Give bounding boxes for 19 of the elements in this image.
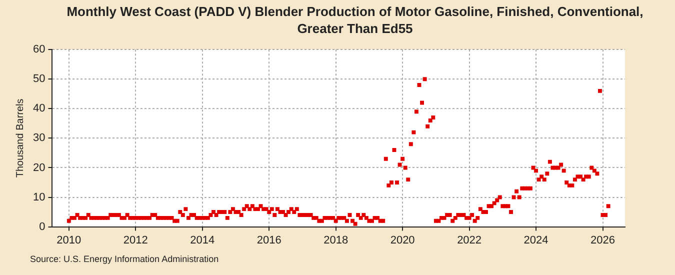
y-axis-title: Thousand Barrels <box>14 98 26 178</box>
y-tick-label: 40 <box>32 102 46 115</box>
y-tick-label: 0 <box>39 220 46 233</box>
y-tick-label: 50 <box>32 73 46 86</box>
x-tick-label: 2020 <box>390 234 415 246</box>
y-tick-label: 20 <box>32 162 46 174</box>
x-tick-label: 2016 <box>256 234 282 246</box>
chart-title: Monthly West Coast (PADD V) Blender Production of Motor Gasoline, Finished, Conventional, Greater Than Ed55 <box>66 3 644 37</box>
y-tick-label: 60 <box>32 44 46 56</box>
x-tick-label: 2018 <box>324 234 348 246</box>
source-note: Source: U.S. Energy Information Administration <box>30 254 219 264</box>
x-tick-label: 2022 <box>457 234 482 246</box>
x-tick-label: 2012 <box>123 234 148 246</box>
x-tick-label: 2014 <box>190 234 215 246</box>
x-tick-label: 2010 <box>56 234 82 246</box>
y-tick-label: 30 <box>32 132 46 144</box>
y-tick-label: 10 <box>32 191 46 204</box>
x-tick-label: 2024 <box>524 234 548 246</box>
x-tick-label: 2026 <box>590 234 615 246</box>
